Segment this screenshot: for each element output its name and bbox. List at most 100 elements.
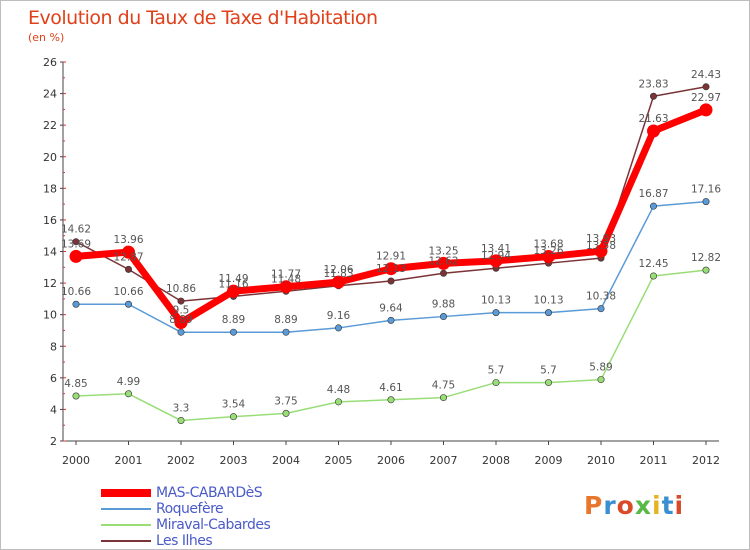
data-label: 13.25: [428, 245, 458, 257]
data-label: 11.16: [218, 278, 248, 290]
logo-letter: i: [674, 491, 685, 520]
data-point: [544, 309, 552, 317]
data-point: [282, 409, 290, 417]
data-label: 12.82: [691, 252, 721, 264]
data-label: 11.48: [271, 273, 301, 285]
data-point: [387, 316, 395, 324]
data-point: [230, 413, 238, 421]
data-point: [387, 277, 395, 285]
x-tick-label: 2008: [482, 454, 510, 467]
data-point: [594, 244, 608, 258]
data-point: [279, 280, 293, 294]
data-point: [702, 266, 710, 274]
data-point: [439, 269, 447, 277]
data-label: 13.69: [61, 238, 91, 250]
data-label: 12.94: [481, 250, 511, 262]
legend-swatch-les-ilhes: [101, 540, 151, 542]
data-label: 12.45: [638, 258, 668, 270]
data-label: 11.77: [271, 269, 301, 281]
data-label: 13.68: [533, 239, 563, 251]
x-tick-label: 2004: [272, 454, 300, 467]
logo-letter: i: [652, 491, 662, 520]
data-point: [122, 245, 135, 259]
y-tick-label: 6: [50, 372, 57, 385]
data-point: [649, 272, 657, 280]
data-label: 4.48: [327, 384, 350, 396]
data-label: 9.5: [173, 305, 190, 317]
data-point: [542, 250, 555, 264]
data-point: [387, 396, 395, 404]
chart-title: Evolution du Taux de Taxe d'Habitation: [28, 7, 378, 29]
data-label: 4.75: [432, 380, 455, 392]
data-label: 4.99: [117, 376, 140, 388]
data-label: 4.61: [379, 382, 402, 394]
data-point: [699, 103, 713, 117]
data-label: 13.93: [586, 233, 616, 245]
data-point: [334, 324, 342, 332]
data-label: 10.86: [166, 283, 196, 295]
legend-swatch-miraval-cabardes: [101, 524, 151, 526]
data-label: 14.62: [61, 224, 91, 236]
data-point: [647, 124, 660, 138]
data-label: 23.83: [638, 78, 668, 90]
data-point: [125, 265, 133, 273]
x-tick-label: 2006: [377, 454, 405, 467]
data-label: 10.66: [61, 286, 91, 298]
y-tick-label: 22: [43, 119, 57, 132]
y-tick-label: 10: [43, 309, 57, 322]
data-label: 9.88: [432, 299, 455, 311]
data-point: [72, 392, 80, 400]
data-label: 13.58: [586, 240, 616, 252]
data-label: 12.13: [376, 263, 406, 275]
logo-letter: P: [584, 491, 604, 520]
logo-letter: t: [661, 491, 675, 520]
legend-swatch-roquefere: [101, 508, 151, 510]
data-point: [439, 313, 447, 321]
data-label: 5.7: [488, 365, 505, 377]
data-label: 12.62: [428, 255, 458, 267]
data-labels: 13.69 13.96 9.5 11.49 11.77 12.06 12.91 13.25 13…: [61, 69, 721, 415]
data-point: [177, 297, 185, 305]
data-label: 9.16: [327, 310, 351, 322]
data-label: 10.13: [533, 295, 563, 307]
data-label: 13.96: [113, 234, 143, 246]
chart-subtitle: (en %): [28, 31, 65, 44]
y-tick-label: 12: [43, 277, 57, 290]
x-tick-label: 2002: [167, 454, 195, 467]
logo-letter: o: [616, 491, 635, 520]
data-point: [334, 398, 342, 406]
data-label: 3.54: [222, 399, 246, 411]
legend-label-roquefere: Roquefère: [156, 501, 224, 517]
data-label: 12.91: [376, 251, 406, 263]
data-point: [439, 394, 447, 402]
data-label: 13.41: [481, 243, 511, 255]
data-point: [492, 309, 500, 317]
data-label: 10.38: [586, 291, 616, 303]
data-point: [282, 328, 290, 336]
y-tick-label: 26: [43, 56, 57, 69]
data-point: [437, 256, 450, 270]
data-point: [597, 305, 605, 313]
x-tick-label: 2001: [115, 454, 143, 467]
x-tick-label: 2012: [692, 454, 720, 467]
proxiti-logo: Proxiti: [584, 491, 684, 520]
data-point: [125, 390, 133, 398]
data-point: [72, 238, 80, 246]
x-tick-label: 2005: [325, 454, 353, 467]
y-tick-label: 24: [43, 88, 57, 101]
x-tick-label: 2011: [640, 454, 668, 467]
data-label: 10.13: [481, 295, 511, 307]
data-label: 22.97: [691, 92, 721, 104]
legend-swatch-mas-cabardes: [101, 489, 151, 497]
data-label: 12.06: [323, 264, 353, 276]
data-label: 24.43: [691, 69, 721, 81]
logo-letter: r: [603, 491, 617, 520]
y-tick-label: 14: [43, 246, 57, 259]
data-label: 12.87: [113, 251, 143, 263]
data-label: 3.3: [173, 402, 190, 414]
x-tick-label: 2009: [535, 454, 563, 467]
y-tick-label: 16: [43, 214, 57, 227]
